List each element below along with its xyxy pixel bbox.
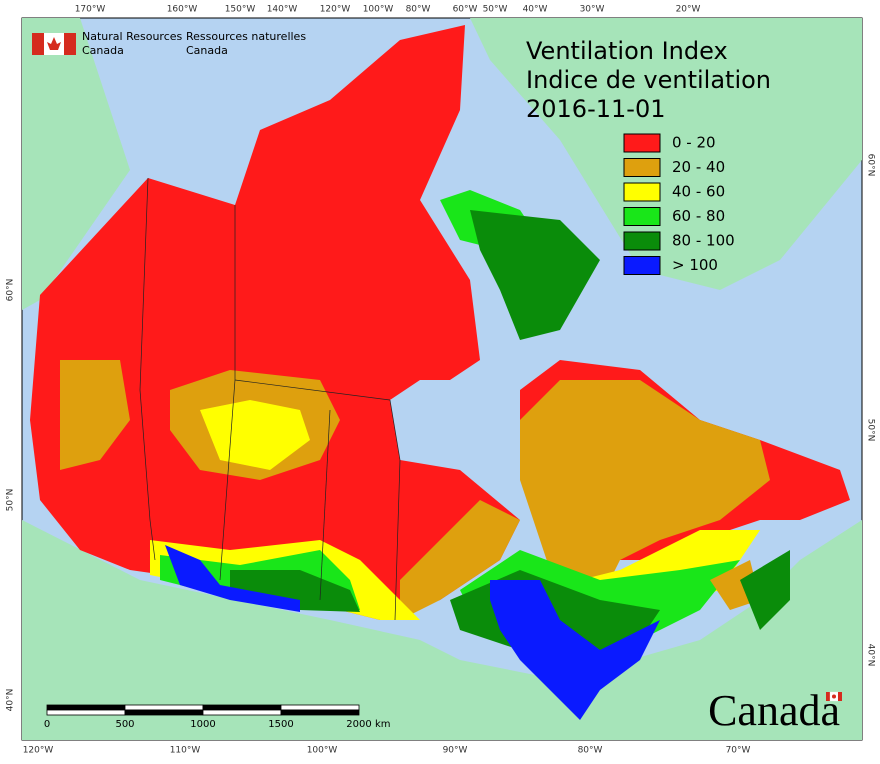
scale-segment bbox=[280, 709, 360, 716]
longitude-label: 80°W bbox=[578, 746, 603, 756]
legend-swatch bbox=[623, 256, 661, 275]
legend: 0 - 20 20 - 40 40 - 60 60 - 80 80 - 100 > 100 bbox=[623, 133, 735, 275]
land-outside bbox=[22, 18, 862, 740]
longitude-label: 20°W bbox=[676, 5, 701, 15]
latitude-label: 50°N bbox=[6, 489, 16, 512]
longitude-label: 60°W bbox=[453, 5, 478, 15]
scale-unit: km bbox=[375, 719, 391, 730]
longitude-label: 170°W bbox=[75, 5, 106, 15]
legend-label: > 100 bbox=[672, 256, 718, 274]
regions bbox=[30, 25, 850, 720]
title: Ventilation Index bbox=[526, 37, 728, 65]
latitude-label: 40°N bbox=[866, 644, 876, 667]
longitude-label: 30°W bbox=[580, 5, 605, 15]
latitude-label: 50°N bbox=[866, 419, 876, 442]
longitude-label: 140°W bbox=[267, 5, 298, 15]
legend-label: 20 - 40 bbox=[672, 158, 725, 176]
scale-label: 1500 bbox=[268, 719, 293, 730]
scale-bar: 0 500 1000 1500 2000 km bbox=[44, 704, 391, 730]
scale-segment bbox=[202, 704, 282, 711]
legend-swatch bbox=[623, 231, 661, 251]
legend-swatch bbox=[623, 158, 661, 177]
date: 2016-11-01 bbox=[526, 95, 665, 123]
longitude-label: 100°W bbox=[363, 5, 394, 15]
scale-segment bbox=[124, 704, 204, 711]
scale-segment bbox=[46, 704, 126, 711]
longitude-label: 50°W bbox=[483, 5, 508, 15]
agency-en: Natural Resources bbox=[82, 30, 183, 43]
legend-label: 0 - 20 bbox=[672, 134, 716, 152]
legend-label: 60 - 80 bbox=[672, 207, 725, 225]
longitude-label: 110°W bbox=[170, 746, 201, 756]
wordmark-flag bbox=[826, 691, 842, 702]
scale-label: 0 bbox=[44, 719, 50, 730]
agency-fr: Canada bbox=[186, 44, 228, 57]
latitude-label: 60°N bbox=[866, 154, 876, 177]
legend-swatch bbox=[623, 182, 661, 202]
longitude-label: 80°W bbox=[406, 5, 431, 15]
latitude-label: 60°N bbox=[6, 279, 16, 302]
legend-swatch bbox=[623, 207, 661, 226]
longitude-label: 150°W bbox=[225, 5, 256, 15]
wordmark: Canada bbox=[708, 686, 840, 735]
scale-segment bbox=[280, 704, 360, 711]
longitude-label: 70°W bbox=[726, 746, 751, 756]
scale-label: 2000 bbox=[346, 719, 371, 730]
longitude-label: 90°W bbox=[443, 746, 468, 756]
title: Indice de ventilation bbox=[526, 66, 771, 94]
longitude-label: 120°W bbox=[320, 5, 351, 15]
graticule-labels: 170°W 160°W 150°W 140°W 120°W 100°W 80°W 60°W 50… bbox=[6, 5, 876, 756]
legend-label: 40 - 60 bbox=[672, 183, 725, 201]
longitude-label: 100°W bbox=[307, 746, 338, 756]
scale-segment bbox=[124, 709, 204, 716]
provincial-borders bbox=[139, 177, 401, 621]
legend-label: 80 - 100 bbox=[672, 232, 735, 250]
agency-en: Canada bbox=[82, 44, 124, 57]
scale-segment bbox=[202, 709, 282, 716]
scale-label: 1000 bbox=[190, 719, 215, 730]
flag bbox=[32, 33, 76, 55]
longitude-label: 40°W bbox=[523, 5, 548, 15]
longitude-label: 160°W bbox=[167, 5, 198, 15]
longitude-label: 120°W bbox=[23, 746, 54, 756]
legend-swatch bbox=[623, 133, 661, 153]
scale-label: 500 bbox=[115, 719, 134, 730]
agency-fr: Ressources naturelles bbox=[186, 30, 306, 43]
latitude-label: 40°N bbox=[6, 689, 16, 712]
scale-segment bbox=[46, 709, 126, 716]
